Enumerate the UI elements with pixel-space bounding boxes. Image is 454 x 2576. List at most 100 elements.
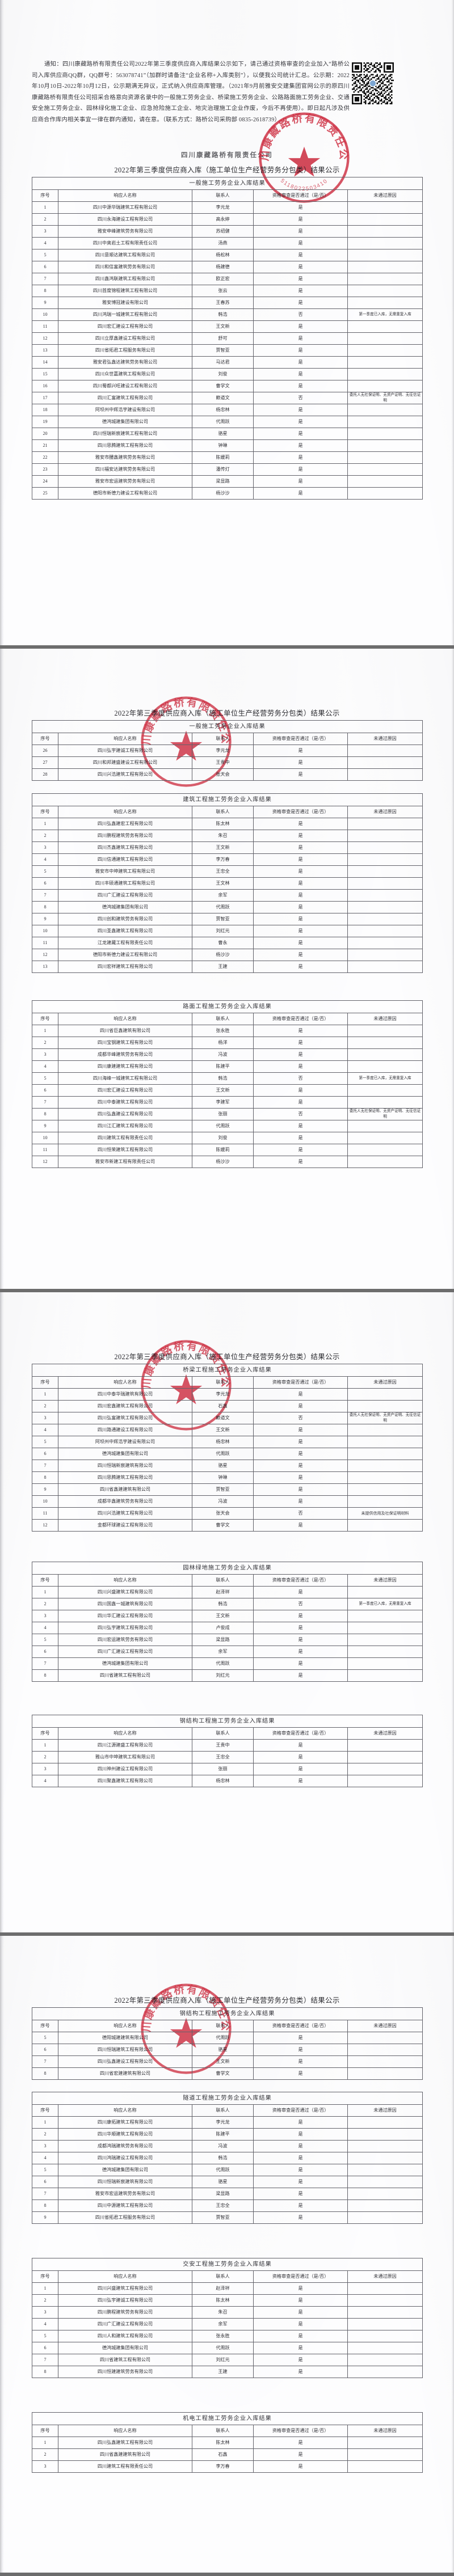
row-reason bbox=[347, 344, 423, 357]
row-reason bbox=[347, 463, 423, 476]
row-contact-person: 高永婷 bbox=[192, 213, 254, 226]
row-pass-status: 是 bbox=[253, 1460, 348, 1472]
table-row: 7 四川广汇建设工程有限公司 余军是 bbox=[32, 889, 423, 902]
section-title: 钢结构工程施工劳务企业入库结果 bbox=[31, 1715, 423, 1728]
row-company-name: 德鸿城建集团有限公司 bbox=[58, 901, 192, 913]
row-pass-status: 是 bbox=[253, 428, 348, 440]
row-no: 1 bbox=[32, 2116, 58, 2129]
table-row: 19 德鸿城建集团有限公司 代周跃是 bbox=[32, 416, 423, 428]
row-pass-status: 是 bbox=[253, 1060, 348, 1073]
results-table-steel: 钢结构工程施工劳务企业入库结果 序号 响应人名称 联系人 资格审查是否通过（是/… bbox=[31, 1715, 423, 1787]
table-row: 20 四川恒瑞新宸建筑工程有限公司 骆星是 bbox=[32, 428, 423, 440]
table-row: 23 四川福安达建筑劳务有限公司 潘传灯是 bbox=[32, 463, 423, 476]
row-reason bbox=[347, 961, 423, 973]
row-no: 7 bbox=[32, 2188, 58, 2200]
row-no: 12 bbox=[32, 1156, 58, 1168]
row-no: 2 bbox=[32, 213, 58, 226]
row-reason bbox=[347, 1448, 423, 1460]
row-company-name: 四川鸿瑞一城建筑工程有限公司 bbox=[58, 308, 192, 321]
row-reason bbox=[347, 416, 423, 428]
row-no: 10 bbox=[32, 1495, 58, 1508]
row-no: 26 bbox=[32, 745, 58, 757]
row-company-name: 四川杰鑫建筑工程有限公司 bbox=[58, 841, 192, 854]
table-section-title-row: 交安工程施工劳务企业入库结果 bbox=[31, 2258, 423, 2271]
table-section-title-row: 桥梁工程施工劳务企业入库结果 bbox=[31, 1364, 423, 1377]
table-row: 6 四川恒瑞建筑工程有限公司 骆星是 bbox=[32, 2044, 423, 2056]
table-header-row: 序号 响应人名称 联系人 资格审查是否通过（是/否） 未通过原因 bbox=[32, 733, 423, 745]
row-no: 5 bbox=[32, 2330, 58, 2342]
section-title: 机电工程施工劳务企业入库结果 bbox=[31, 2412, 423, 2425]
col-header-name: 响应人名称 bbox=[58, 2104, 192, 2117]
row-pass-status: 是 bbox=[253, 285, 348, 297]
table-row: 8 四川思腾建筑工程有限公司 钟琳是 bbox=[32, 1471, 423, 1484]
row-company-name: 四川弘宇建诚工程有限公司 bbox=[58, 745, 192, 757]
row-pass-status: 否 bbox=[253, 1507, 348, 1520]
row-contact-person: 杨忠林 bbox=[192, 404, 254, 416]
table-row: 5 四川宏运建筑劳务有限公司 梁显路是 bbox=[32, 1634, 423, 1646]
row-contact-person: 王文林 bbox=[192, 877, 254, 890]
row-contact-person: 陈媛莉 bbox=[192, 1144, 254, 1156]
col-header-reason: 未通过原因 bbox=[347, 2425, 423, 2437]
row-reason bbox=[347, 428, 423, 440]
table-row: 8 德鸿城建集团有限公司 代周跃是 bbox=[32, 901, 423, 913]
row-no: 5 bbox=[32, 2164, 58, 2176]
row-reason bbox=[347, 1646, 423, 1658]
row-contact-person: 王文新 bbox=[192, 1424, 254, 1436]
row-contact-person: 李万春 bbox=[192, 2460, 254, 2473]
col-header-pass: 资格审查是否通过（是/否） bbox=[253, 1727, 348, 1740]
table-row: 7 四川鑫鸿联建筑工程有限公司 欧正宏是 bbox=[32, 273, 423, 285]
row-contact-person: 欧正宏 bbox=[192, 273, 254, 285]
row-company-name: 雅安市中坤建筑工程有限公司 bbox=[58, 865, 192, 878]
row-reason: 委托人无社保证明、无资产证明、无征信证明 bbox=[347, 1412, 423, 1424]
row-company-name: 四川丰硕通建筑工程有限公司 bbox=[58, 877, 192, 890]
row-reason bbox=[347, 2294, 423, 2307]
col-header-reason: 未通过原因 bbox=[347, 806, 423, 818]
row-company-name: 四川省巨鑫建筑有限公司 bbox=[58, 1025, 192, 1037]
results-table-electro: 机电工程施工劳务企业入库结果 序号 响应人名称 联系人 资格审查是否通过（是/否… bbox=[31, 2412, 423, 2473]
col-header-no: 序号 bbox=[32, 2104, 58, 2117]
table-row: 10 四川圣鑫建筑工程有限公司 刘红元是 bbox=[32, 925, 423, 937]
row-no: 1 bbox=[32, 1739, 58, 1752]
row-company-name: 四川弘宇建诚工程有限公司 bbox=[58, 2294, 192, 2307]
row-pass-status: 是 bbox=[253, 830, 348, 842]
row-company-name: 四川思腾建筑工程有限公司 bbox=[58, 1471, 192, 1484]
row-no: 5 bbox=[32, 1436, 58, 1448]
col-header-person: 联系人 bbox=[192, 1013, 254, 1025]
row-contact-person: 韩浩 bbox=[192, 1598, 254, 1610]
row-company-name: 四川宏汇建设工程有限公司 bbox=[58, 320, 192, 333]
row-no: 5 bbox=[32, 2032, 58, 2044]
row-company-name: 四川意顺达建筑工程有限公司 bbox=[58, 249, 192, 261]
table-row: 25 德阳市新德力建设工程有限公司 杨沙沙是 bbox=[32, 487, 423, 500]
row-company-name: 雅山市中坤建筑工程有限公司 bbox=[58, 1751, 192, 1763]
row-contact-person: 贾智亚 bbox=[192, 1483, 254, 1496]
row-pass-status: 是 bbox=[253, 2294, 348, 2307]
row-reason bbox=[347, 2342, 423, 2354]
table-row: 12 德阳市新德力建设工程有限公司 杨沙沙是 bbox=[32, 949, 423, 961]
row-company-name: 江龙建藏工程有限责任公司 bbox=[58, 937, 192, 949]
row-no: 4 bbox=[32, 1424, 58, 1436]
row-pass-status: 是 bbox=[253, 961, 348, 973]
row-reason bbox=[347, 261, 423, 273]
col-header-reason: 未通过原因 bbox=[347, 189, 423, 202]
table-row: 12 雅安市新建工程有限责任公司 杨沙沙是 bbox=[32, 1156, 423, 1168]
row-no: 3 bbox=[32, 2306, 58, 2319]
row-pass-status: 是 bbox=[253, 913, 348, 925]
table-row: 16 四川蜀都兴旺建设工程有限公司 曹学文是 bbox=[32, 380, 423, 392]
table-row: 5 四川人和建筑工程有限公司 张永胜是 bbox=[32, 2330, 423, 2342]
col-header-person: 联系人 bbox=[192, 2270, 254, 2283]
row-contact-person: 王建 bbox=[192, 2366, 254, 2378]
row-contact-person: 陈太林 bbox=[192, 818, 254, 830]
table-row: 1 四川兴盛建筑工程有限公司 赵泽祥是 bbox=[32, 2282, 423, 2295]
row-no: 3 bbox=[32, 225, 58, 238]
col-header-name: 响应人名称 bbox=[58, 1727, 192, 1740]
row-pass-status: 是 bbox=[253, 487, 348, 500]
row-pass-status: 是 bbox=[253, 201, 348, 214]
row-contact-person: 刘红元 bbox=[192, 925, 254, 937]
row-pass-status: 是 bbox=[253, 2211, 348, 2224]
col-header-pass: 资格审查是否通过（是/否） bbox=[253, 2425, 348, 2437]
row-contact-person: 朱召 bbox=[192, 830, 254, 842]
section-title: 交安工程施工劳务企业入库结果 bbox=[31, 2258, 423, 2271]
table-row: 2 四川宏鑫建筑工程有限公司 石鑫是 bbox=[32, 1400, 423, 1412]
table-body: 1 四川兴盛建筑工程有限公司 赵泽祥是 2 四川弘宇建诚工程有限公司 陈太林是 3 四川鹏程建… bbox=[32, 2282, 423, 2378]
row-company-name: 雅安申峰建筑劳务有限公司 bbox=[58, 225, 192, 238]
